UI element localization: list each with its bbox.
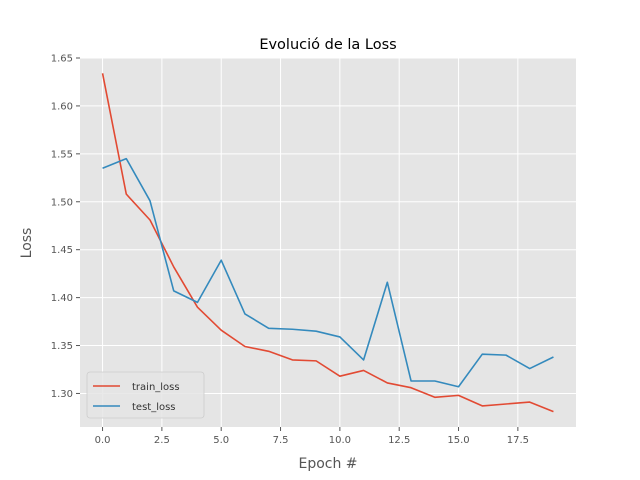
x-tick-label: 12.5 (388, 435, 410, 446)
x-tick-label: 17.5 (507, 435, 529, 446)
y-tick-label: 1.60 (51, 101, 73, 112)
y-tick-label: 1.40 (51, 293, 73, 304)
y-tick-label: 1.55 (51, 149, 73, 160)
x-tick-label: 10.0 (329, 435, 351, 446)
axis-ticks: 0.0 2.5 5.0 7.5 10.0 12.5 15.0 17.5 1.30 1.35 1.40… (51, 54, 529, 447)
x-tick-label: 0.0 (95, 435, 111, 446)
series-line-train-loss (101, 73, 554, 413)
chart-title: Evolució de la Loss (259, 37, 396, 53)
x-tick-label: 15.0 (447, 435, 469, 446)
y-tick-label: 1.50 (51, 197, 73, 208)
x-axis-label: Epoch # (298, 456, 357, 472)
y-axis-label: Loss (19, 228, 35, 259)
y-tick-label: 1.65 (51, 54, 73, 65)
x-tick-label: 7.5 (273, 435, 289, 446)
y-tick-label: 1.45 (51, 245, 73, 256)
series-line-test-loss (102, 157, 554, 388)
x-tick-label: 2.5 (154, 435, 170, 446)
legend-label: test_loss (132, 402, 176, 413)
legend: train_loss test_loss (86, 371, 205, 419)
legend-label: train_loss (132, 382, 180, 393)
series-lines (101, 73, 554, 413)
y-tick-label: 1.35 (51, 341, 73, 352)
x-tick-label: 5.0 (213, 435, 229, 446)
y-tick-label: 1.30 (51, 389, 73, 400)
plot-area (80, 58, 576, 427)
